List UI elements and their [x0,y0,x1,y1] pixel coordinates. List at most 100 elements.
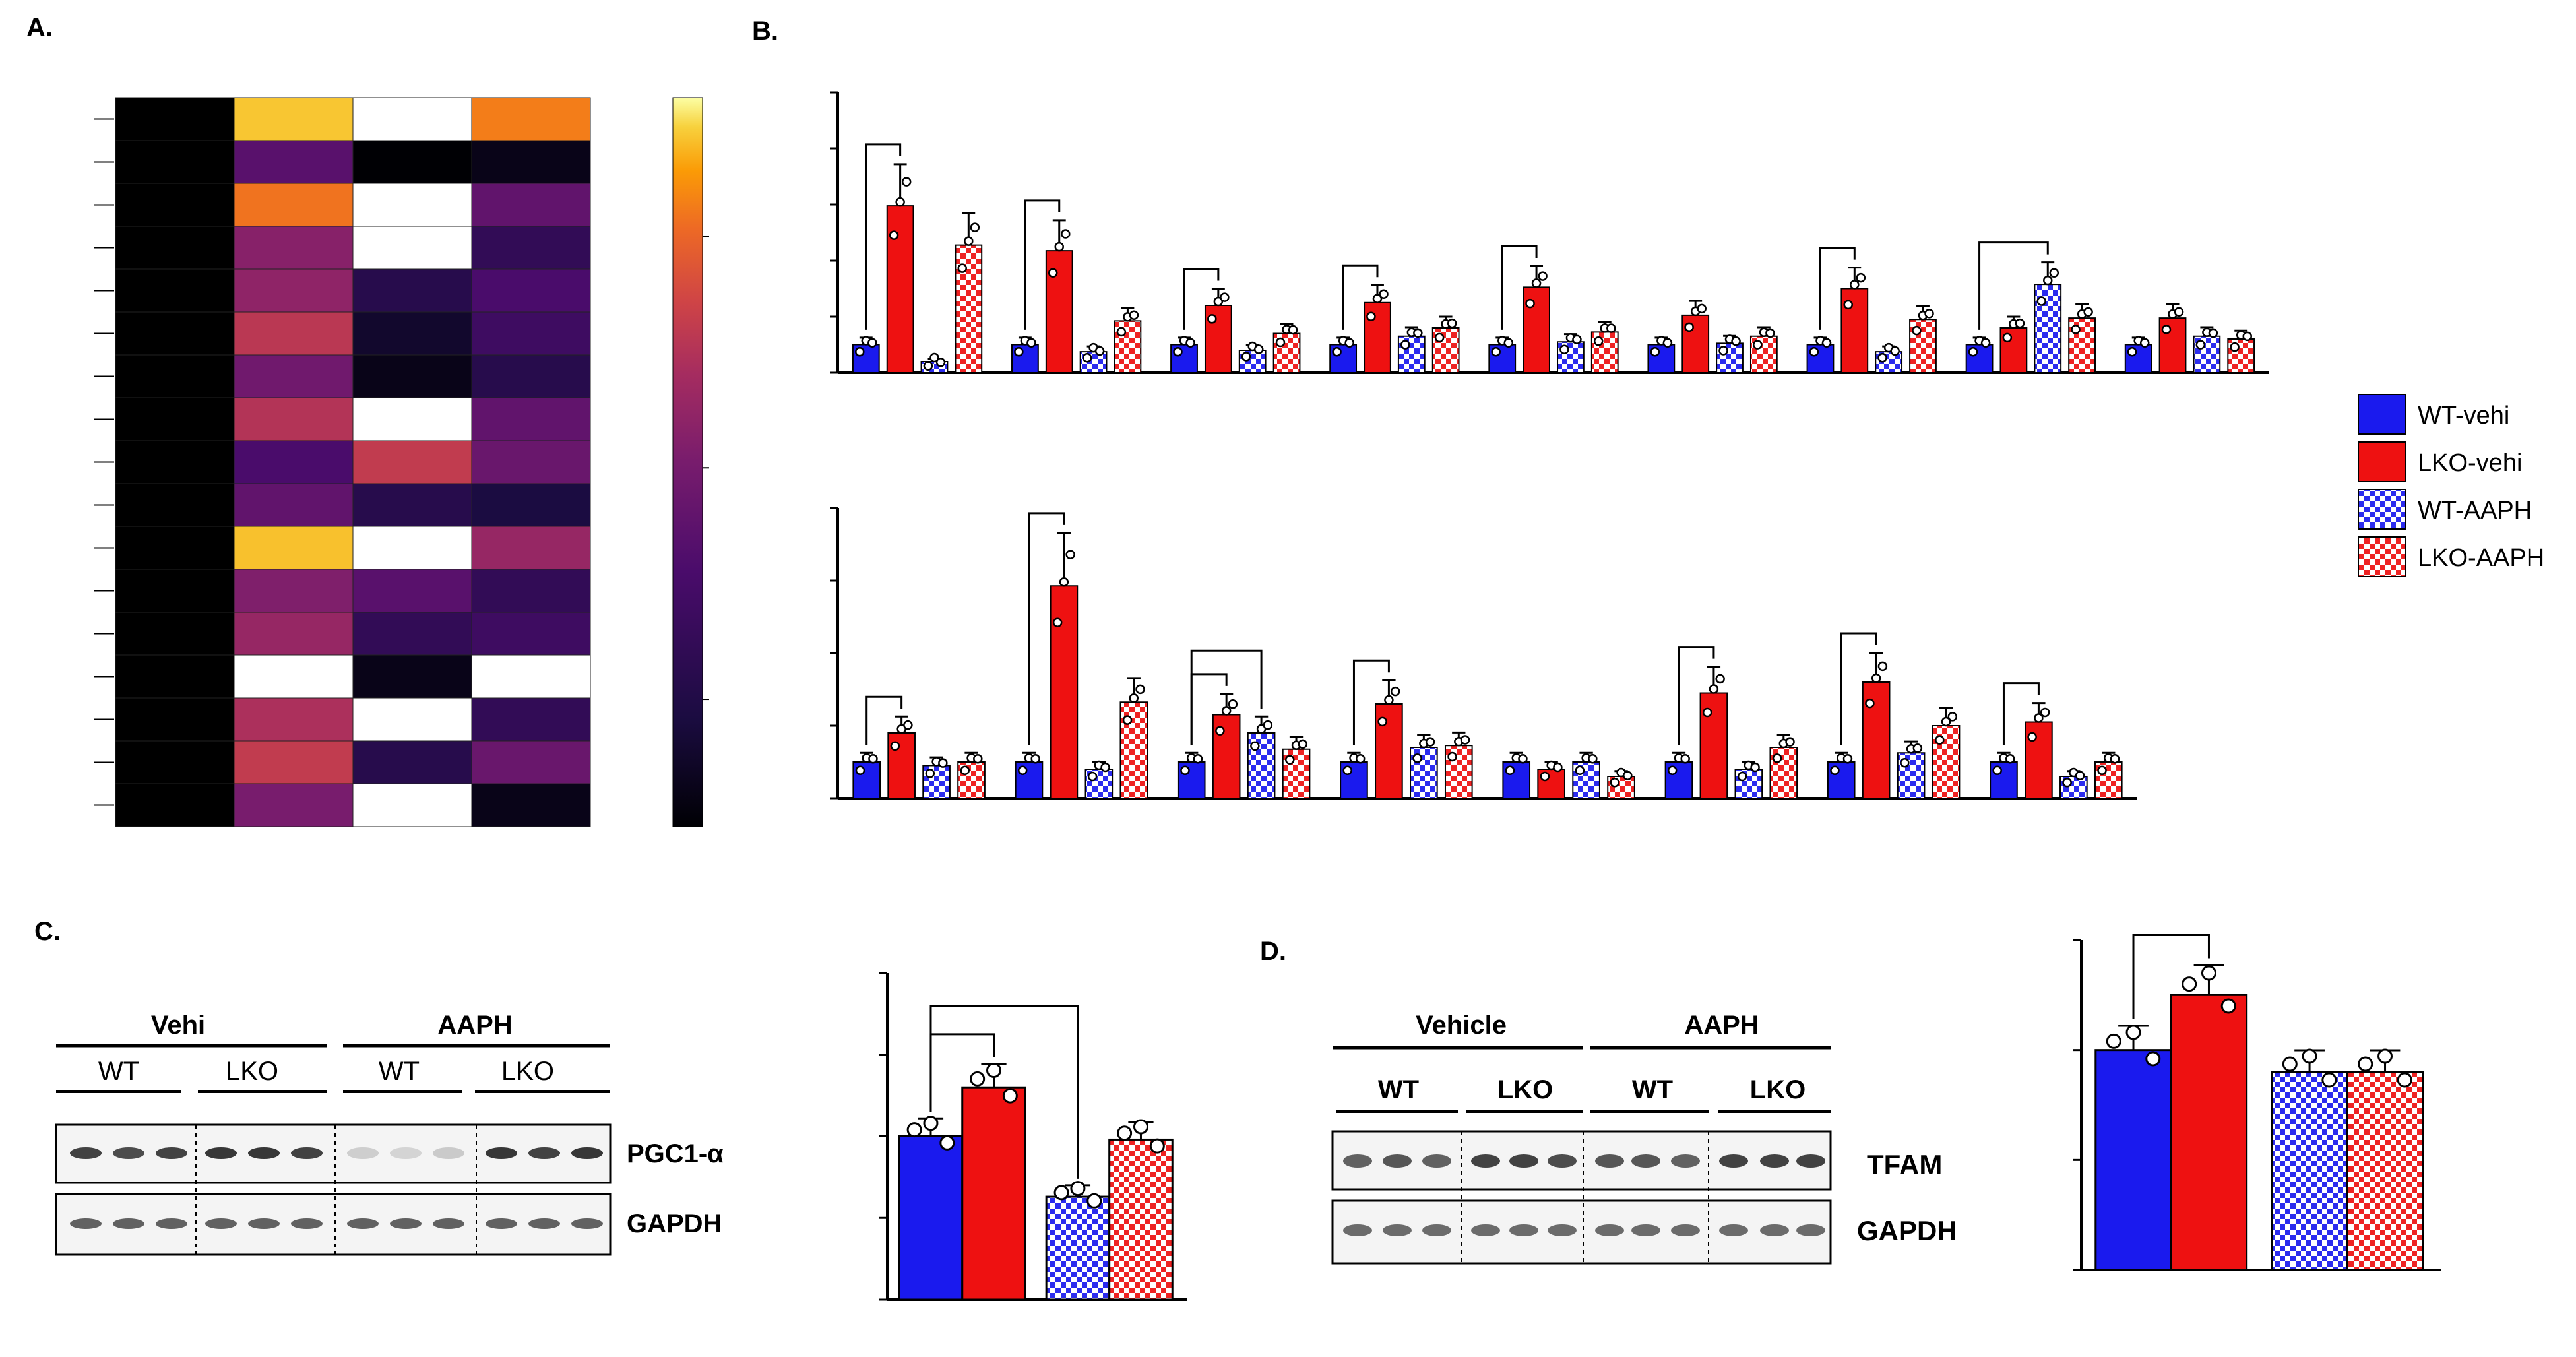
data-point [1413,328,1423,338]
data-point [1606,323,1616,333]
significance-bracket [1190,649,1263,745]
heatmap-cell [352,483,472,527]
data-point [2397,1072,2412,1088]
data-point [2182,976,2197,992]
panel-d-label: D. [1260,937,1286,966]
blot-d-sub-wt1: WT [1378,1075,1419,1104]
data-point [1750,762,1760,773]
data-point [1765,328,1775,338]
blot-band [390,1218,422,1229]
data-point [1980,338,1991,348]
data-point [2083,307,2093,317]
data-point [1017,765,1028,776]
significance-bracket [1978,241,2049,330]
data-point [1718,346,1728,356]
heatmap-cell [352,397,472,441]
blot-band [347,1218,379,1229]
data-point [1355,753,1366,764]
legend-label-wt-vehi: WT-vehi [2418,402,2509,429]
data-point [2110,753,2120,764]
data-point [1968,347,1978,357]
data-point [2125,1025,2141,1040]
blot-d-sub-wt2: WT [1632,1075,1673,1104]
data-point [1924,309,1934,319]
data-point [964,236,974,246]
heatmap-cell [234,440,354,484]
significance-bracket [929,1005,1079,1179]
data-point [1285,755,1295,765]
data-point [2071,325,2081,334]
heatmap-cell [352,268,472,313]
data-point [2075,771,2085,780]
bar-lko-aaph [2346,1071,2424,1271]
blot-band [1422,1224,1451,1236]
data-point [973,753,983,764]
blot-c-header-aaph: AAPH [437,1011,512,1040]
blot-d-bands [1343,1154,1825,1236]
heatmap-cell [352,697,472,742]
panel-b-label: B. [752,16,778,46]
blot-band [1548,1154,1577,1168]
data-point [1379,289,1389,299]
significance-bracket [1352,659,1390,745]
blot-band [1671,1154,1700,1168]
data-point [1070,1181,1086,1197]
data-point [2040,707,2050,718]
heatmap-cell [352,140,472,184]
data-point [1116,327,1127,337]
heatmap-cell [234,612,354,656]
data-point [1053,1185,1069,1201]
blot-band [1760,1154,1789,1168]
data-point [1809,347,1819,357]
data-point [1054,241,1064,252]
heatmap-panel-a [94,97,709,827]
blot-d-band-label-gapdh: GAPDH [1857,1215,1957,1246]
data-point [2174,307,2184,317]
heatmap-cell [234,97,354,141]
blot-band [1471,1154,1500,1168]
heatmap-cell [471,354,591,398]
data-point [2358,1056,2373,1072]
data-point [1525,298,1535,309]
data-point [1503,338,1514,348]
data-point [1122,715,1133,725]
heatmap-cell [234,268,354,313]
data-point [1215,726,1225,736]
blot-band [156,1218,187,1229]
bar-wt-vehi [2124,344,2152,373]
data-point [970,1071,986,1087]
data-point [1912,325,1922,336]
legend-label-wt-aaph: WT-AAPH [2418,497,2532,524]
heatmap-cell [234,654,354,699]
blot-c-sub-wt2: WT [379,1057,420,1086]
data-point [1061,229,1071,239]
data-point [1947,712,1958,722]
heatmap-cell [234,397,354,441]
data-point [1052,617,1063,627]
blot-c-band-label-pgc1a: PGC1-α [627,1139,724,1168]
data-point [2282,1056,2298,1072]
heatmap-cell [234,483,354,527]
blot-band [1343,1154,1372,1168]
heatmap-cell [471,612,591,656]
blot-d-sub-lko1: LKO [1497,1075,1553,1104]
data-point [2208,328,2218,338]
data-point [2161,325,2172,334]
heatmap-cell [352,612,472,656]
significance-bracket [2002,682,2040,745]
bar-lko-aaph [1108,1138,1174,1301]
blot-band [291,1147,323,1159]
data-point [1100,762,1110,773]
blot-band [113,1147,144,1159]
blot-d-band-label-tfam: TFAM [1867,1149,1942,1180]
data-point [1460,735,1470,745]
data-point [1843,300,1854,310]
data-point [1842,753,1853,764]
significance-bracket [1501,245,1538,330]
panel-c-label: C. [34,917,61,946]
data-point [1588,753,1598,764]
heatmap-cell [115,183,235,227]
heatmap-cell [471,183,591,227]
heatmap-cell [471,783,591,827]
heatmap-cell [352,183,472,227]
